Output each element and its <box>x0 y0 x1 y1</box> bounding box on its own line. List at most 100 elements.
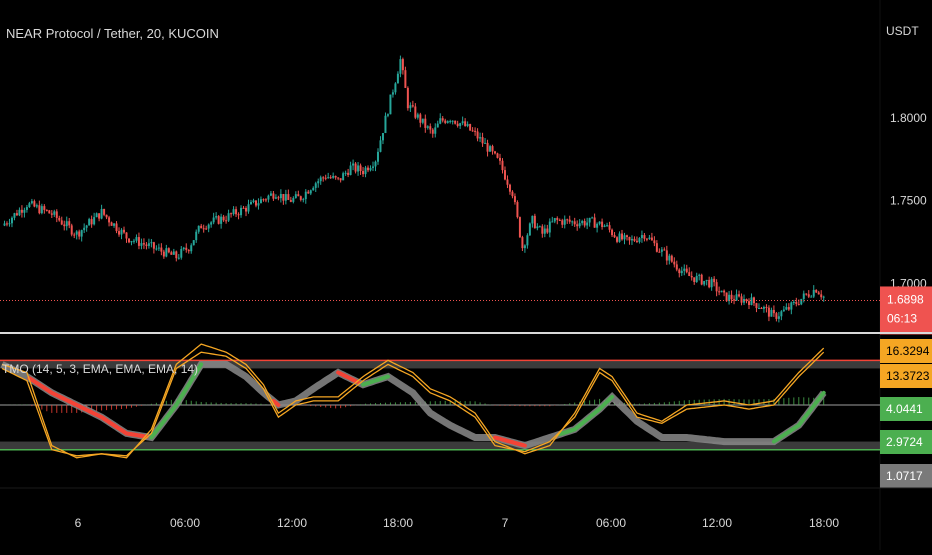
candle-body <box>621 234 623 240</box>
indicator-title[interactable]: TMO (14, 5, 3, EMA, EMA, EMA, 14) <box>2 362 198 376</box>
candle-body <box>412 105 414 106</box>
candle-body <box>342 173 344 180</box>
candle-body <box>355 164 357 172</box>
candle-body <box>661 249 663 251</box>
candle-body <box>337 177 339 178</box>
candle-body <box>462 121 464 123</box>
candle-body <box>506 179 508 184</box>
candle-body <box>41 206 43 213</box>
candle-body <box>444 121 446 123</box>
candle-body <box>106 215 108 218</box>
candle-body <box>571 221 573 222</box>
candle-body <box>668 256 670 261</box>
symbol-title[interactable]: NEAR Protocol / Tether, 20, KUCOIN <box>6 26 219 41</box>
candle-body <box>785 307 787 309</box>
candle-body <box>671 256 673 262</box>
candle-body <box>101 209 103 219</box>
candle-body <box>130 241 132 242</box>
indicator-value-label: 16.3294 <box>886 344 930 358</box>
candle-body <box>459 123 461 126</box>
candle-body <box>165 248 167 256</box>
candle-body <box>536 226 538 228</box>
candle-body <box>718 291 720 292</box>
indicator-value-label: 13.3723 <box>886 369 930 383</box>
candle-body <box>188 250 190 251</box>
candle-body <box>265 199 267 200</box>
candle-body <box>736 294 738 300</box>
candle-body <box>472 130 474 131</box>
candle-body <box>76 231 78 234</box>
candle-body <box>651 238 653 241</box>
candle-body <box>432 130 434 134</box>
candle-body <box>272 193 274 198</box>
candle-body <box>770 310 772 317</box>
candle-body <box>240 208 242 215</box>
candle-body <box>643 235 645 239</box>
candle-body <box>788 307 790 309</box>
candle-body <box>267 196 269 200</box>
candle-body <box>285 194 287 201</box>
candle-body <box>315 183 317 188</box>
candle-body <box>484 143 486 144</box>
candle-body <box>439 118 441 123</box>
candle-body <box>108 217 110 222</box>
candle-body <box>616 237 618 242</box>
candle-body <box>26 207 28 210</box>
candle-body <box>606 225 608 226</box>
candle-body <box>467 124 469 126</box>
candle-body <box>168 248 170 252</box>
candle-body <box>519 217 521 237</box>
candle-body <box>516 202 518 217</box>
currency-label: USDT <box>886 24 919 38</box>
candle-body <box>686 269 688 273</box>
candle-body <box>148 243 150 246</box>
candle-body <box>556 218 558 220</box>
candle-body <box>477 131 479 138</box>
candle-body <box>721 291 723 293</box>
candles <box>3 56 824 323</box>
time-tick-label: 06:00 <box>170 516 200 530</box>
candle-body <box>78 231 80 236</box>
candle-body <box>569 220 571 222</box>
candle-body <box>126 232 128 238</box>
candle-body <box>185 248 187 250</box>
candle-body <box>215 216 217 217</box>
candle-body <box>140 243 142 246</box>
indicator-value-label: 2.9724 <box>886 435 923 449</box>
candle-body <box>726 292 728 301</box>
candle-body <box>118 231 120 234</box>
candle-body <box>145 245 147 246</box>
candle-body <box>698 275 700 276</box>
candle-body <box>43 206 45 210</box>
candle-body <box>208 225 210 229</box>
candle-body <box>360 165 362 171</box>
candle-body <box>454 121 456 124</box>
candle-body <box>128 239 130 243</box>
candle-body <box>250 202 252 204</box>
price-tick-label: 1.7500 <box>890 194 927 208</box>
candle-body <box>312 188 314 190</box>
candle-body <box>701 275 703 285</box>
signal-segment <box>385 377 387 378</box>
candle-body <box>414 106 416 117</box>
candle-body <box>103 209 105 215</box>
candle-body <box>18 210 20 215</box>
candle-body <box>579 223 581 226</box>
candle-body <box>180 249 182 258</box>
candle-body <box>803 294 805 299</box>
candle-body <box>382 133 384 140</box>
candle-body <box>183 248 185 249</box>
candle-body <box>641 235 643 238</box>
candle-body <box>760 308 762 309</box>
candle-body <box>365 168 367 175</box>
candle-body <box>252 200 254 202</box>
candle-body <box>509 185 511 192</box>
candle-body <box>658 252 660 253</box>
time-tick-label: 6 <box>75 516 82 530</box>
candle-body <box>56 211 58 218</box>
candle-body <box>619 234 621 242</box>
candle-body <box>320 177 322 181</box>
candle-body <box>223 217 225 221</box>
